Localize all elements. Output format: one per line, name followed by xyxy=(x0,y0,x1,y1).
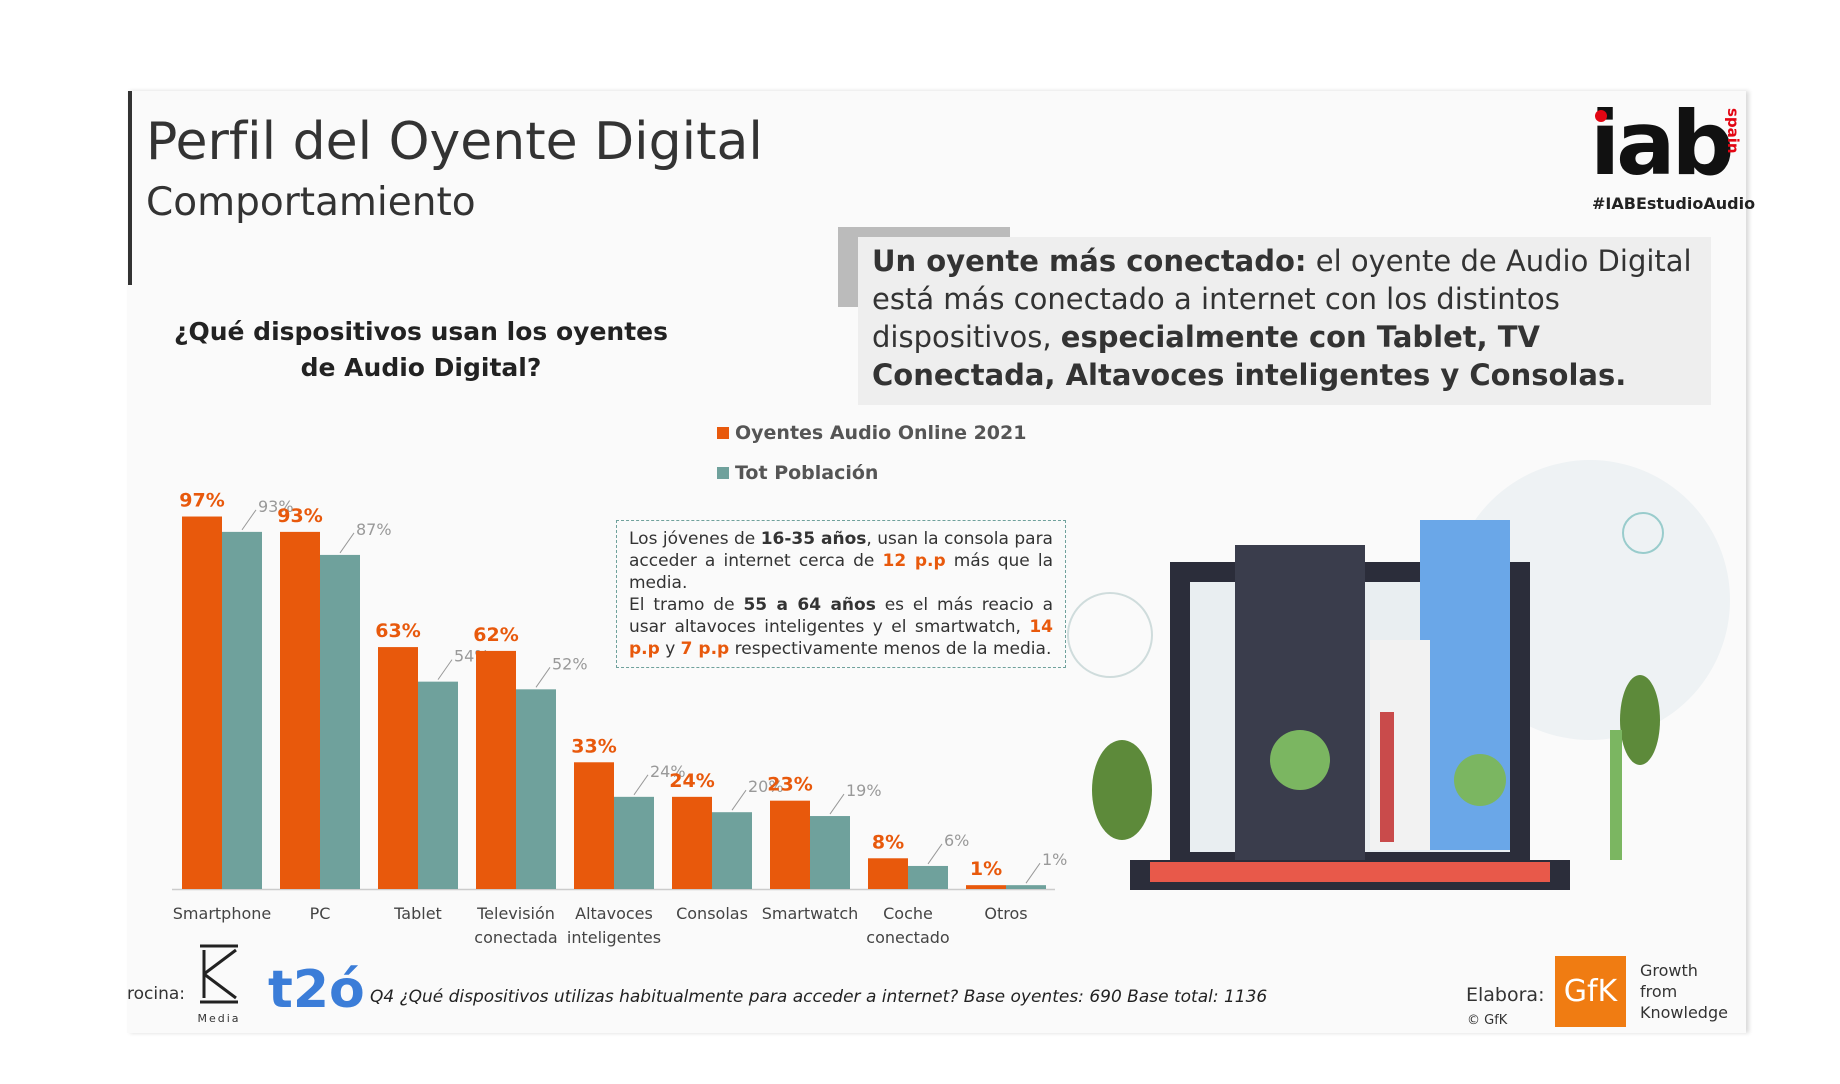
x-tick-label: Altavoces inteligentes xyxy=(566,904,662,947)
value-label: 63% xyxy=(375,620,420,642)
text: El tramo de xyxy=(629,595,744,615)
bar xyxy=(182,516,222,889)
callout-text: Un oyente más conectado: el oyente de Au… xyxy=(872,242,1702,394)
sponsor-1: Media xyxy=(197,1012,241,1025)
leader-line xyxy=(535,667,551,688)
bar xyxy=(966,885,1006,889)
text: es el más reacio a usar altavoces inteli… xyxy=(629,595,1054,637)
value-label: 24% xyxy=(669,770,714,792)
value-label: 97% xyxy=(179,490,224,512)
leader-line xyxy=(437,659,453,680)
leader-line xyxy=(1025,862,1041,884)
gfk-tagline: Growth from Knowledge xyxy=(1640,961,1728,1022)
value-label: 6% xyxy=(944,831,969,850)
title-bar xyxy=(128,91,132,285)
logo: iab xyxy=(1590,92,1735,195)
value-label: 93% xyxy=(277,505,322,527)
x-tick-label: Otros xyxy=(984,904,1028,923)
value-label: 52% xyxy=(552,654,588,673)
sponsor-2: t2ó xyxy=(268,960,365,1020)
x-tick-label: Televisión conectada xyxy=(474,904,558,947)
value-label: 23% xyxy=(767,774,812,796)
x-tick-label: Smartwatch xyxy=(761,904,859,923)
text: respectivamente menos de la media. xyxy=(729,639,1052,659)
logo-dot xyxy=(1595,110,1607,122)
x-tick-label: Tablet xyxy=(394,904,442,923)
leader-line xyxy=(927,843,943,865)
bar xyxy=(574,762,614,889)
leader-line xyxy=(633,774,649,796)
bar xyxy=(378,647,418,889)
x-tick-label: Consolas xyxy=(676,904,748,923)
legend-label: Tot Población xyxy=(735,462,878,484)
callout-box xyxy=(858,237,1711,405)
illustration xyxy=(1067,460,1730,890)
text: 16-35 años xyxy=(760,529,867,549)
title: Perfil del Oyente Digital xyxy=(146,112,763,172)
bar xyxy=(712,812,752,889)
bar xyxy=(1006,885,1046,889)
chart-title: ¿Qué dispositivos usan los oyentes de Au… xyxy=(173,317,669,382)
x-tick-label: Coche conectado xyxy=(866,904,950,947)
bar xyxy=(222,531,262,889)
value-label: 62% xyxy=(473,624,518,646)
bar xyxy=(280,531,320,889)
text: 12 p.p xyxy=(882,551,946,571)
bar xyxy=(770,800,810,889)
made-by: Elabora: xyxy=(1466,984,1545,1006)
copyright: © GfK xyxy=(1467,1013,1508,1028)
value-label: 20% xyxy=(748,777,784,796)
bar xyxy=(810,816,850,889)
x-tick-label: Smartphone xyxy=(172,904,272,923)
x-tick-label: PC xyxy=(309,904,331,923)
footnote: Q4 ¿Qué dispositivos utilizas habitualme… xyxy=(370,987,1268,1007)
leader-line xyxy=(731,789,747,811)
leader-line xyxy=(241,509,257,531)
text: 55 a 64 años xyxy=(743,595,876,615)
callout-normal: el oyente de Audio Digital está más cone… xyxy=(872,244,1692,354)
legend-label: Oyentes Audio Online 2021 xyxy=(735,422,1026,444)
text: 7 p.p xyxy=(680,639,730,659)
bar xyxy=(418,681,458,889)
value-label: 1% xyxy=(1042,850,1067,869)
annotation-paragraph: El tramo de 55 a 64 años es el más reaci… xyxy=(629,594,1053,660)
leader-line xyxy=(339,532,355,554)
annotation-paragraph: Los jóvenes de 16-35 años, usan la conso… xyxy=(629,528,1053,594)
bar xyxy=(672,796,712,889)
annotation-box: Los jóvenes de 16-35 años, usan la conso… xyxy=(616,520,1066,668)
value-label: 1% xyxy=(970,858,1002,880)
hashtag: #IABEstudioAudio xyxy=(1592,194,1756,213)
legend-swatch xyxy=(717,467,729,479)
value-label: 8% xyxy=(872,831,904,853)
bar xyxy=(476,650,516,889)
bar xyxy=(516,689,556,889)
bar xyxy=(614,796,654,889)
text: , usan la consola para acceder a interne… xyxy=(629,529,1053,571)
k-logo xyxy=(200,944,238,1004)
value-label: 93% xyxy=(258,497,294,516)
text: Los jóvenes de xyxy=(629,529,761,549)
bar xyxy=(868,858,908,889)
text: 14 p.p xyxy=(629,617,1053,659)
gfk-logo: GfK xyxy=(1555,956,1626,1027)
value-label: 24% xyxy=(650,762,686,781)
sponsor-label: rocina: xyxy=(127,984,186,1004)
callout-bold: Un oyente más conectado: xyxy=(872,244,1307,278)
value-label: 87% xyxy=(356,520,392,539)
bar xyxy=(320,554,360,889)
value-label: 33% xyxy=(571,735,616,757)
value-label: 19% xyxy=(846,781,882,800)
subtitle: Comportamiento xyxy=(146,180,476,225)
leader-line xyxy=(829,793,845,815)
legend-swatch xyxy=(717,427,729,439)
bar xyxy=(908,865,948,889)
text: más que la media. xyxy=(629,551,1054,593)
text: y xyxy=(659,639,681,659)
callout-bold: especialmente con Tablet, TV Conectada, … xyxy=(872,320,1627,392)
